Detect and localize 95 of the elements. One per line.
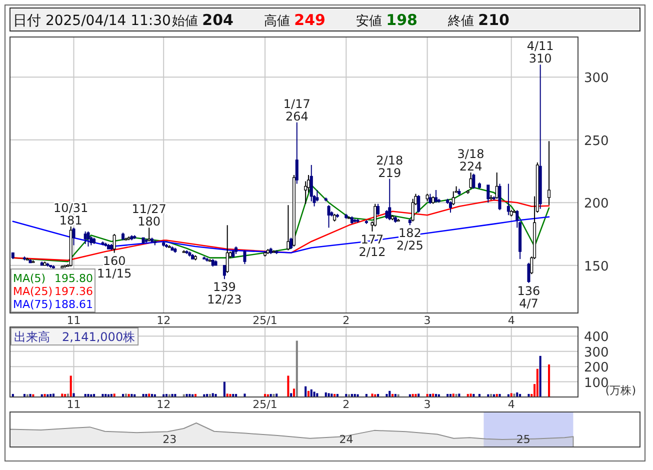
candlestick: [527, 262, 530, 284]
x-tick-label: 4: [508, 314, 515, 327]
bar: [310, 389, 312, 397]
annotation: 136 4/7: [517, 284, 540, 310]
text: 終値 210: [447, 11, 510, 29]
candlestick: [86, 230, 90, 248]
candlestick: [222, 264, 226, 280]
y-tick-label: 300: [584, 345, 609, 360]
bar: [536, 368, 538, 397]
text: MA(25): [13, 285, 53, 298]
bar: [313, 392, 316, 397]
bar: [548, 364, 550, 397]
annotation: 197.36: [54, 285, 93, 298]
x-tick-label: 3: [424, 398, 431, 411]
text: MA(75): [13, 298, 53, 311]
bar: [223, 382, 226, 397]
x-tick-label: 11: [66, 398, 81, 411]
x-tick-label: 25/1: [252, 314, 278, 327]
candlestick: [148, 227, 151, 242]
chart-title: 日付 2025/04/14 11:30: [13, 13, 171, 29]
candlestick: [411, 198, 414, 222]
bar: [356, 394, 359, 397]
x-tick-label: 2: [342, 398, 350, 411]
bar: [307, 390, 310, 397]
bar: [70, 376, 72, 397]
bar: [498, 394, 501, 397]
bar: [510, 393, 512, 397]
bar: [290, 393, 292, 397]
annotation: 4/11 310: [526, 39, 554, 66]
y-tick-label: 200: [584, 196, 609, 212]
candlestick: [226, 224, 229, 274]
x-tick-label: 25/1: [252, 398, 278, 411]
bar: [296, 340, 298, 397]
x-tick-label: 3: [424, 314, 431, 327]
bar: [292, 388, 296, 397]
annotation: 139 12/23: [207, 280, 242, 307]
candlestick: [417, 194, 420, 214]
y-tick-label: 300: [584, 71, 609, 86]
bar: [72, 393, 75, 397]
candlestick: [428, 193, 432, 204]
chart-title: 出来高 2,141,000株: [14, 330, 136, 344]
bar: [304, 386, 307, 397]
x-tick-label: 23: [162, 433, 177, 446]
x-tick-label: 25: [516, 433, 530, 446]
annotation: 188.61: [54, 298, 93, 311]
candlestick: [286, 204, 290, 251]
bar: [212, 393, 214, 397]
candlestick: [498, 183, 502, 211]
candlestick: [548, 140, 551, 206]
series-label: MA(5): [13, 272, 46, 285]
bar: [371, 394, 374, 397]
annotation: 2/18 219: [376, 153, 404, 180]
y-tick-label: 200: [584, 360, 609, 376]
candlestick: [84, 230, 87, 244]
candlestick: [243, 250, 246, 265]
bar: [513, 394, 516, 397]
y-tick-label: 150: [584, 259, 609, 274]
candlestick: [72, 227, 76, 246]
candlestick: [290, 237, 293, 250]
x-tick-label: 24: [339, 433, 354, 446]
annotation: 11/27 180: [132, 202, 166, 229]
candlestick: [452, 190, 455, 206]
candlestick: [327, 204, 330, 228]
x-tick-label: 2: [342, 314, 350, 327]
text: 始値 204: [172, 11, 234, 29]
candlestick: [388, 178, 392, 221]
candlestick: [506, 183, 510, 216]
bar: [388, 390, 391, 397]
text: 高値 249: [264, 11, 326, 29]
text: 安値 198: [356, 11, 418, 29]
bar: [229, 394, 232, 397]
annotation: 3/18 224: [457, 146, 484, 174]
annotation: 10/31 181: [54, 200, 88, 228]
bar: [214, 394, 217, 397]
annotation: 160 11/15: [97, 254, 132, 280]
y-tick-label: 400: [584, 330, 609, 346]
candlestick: [376, 203, 380, 216]
bar: [328, 393, 330, 397]
candlestick: [448, 200, 452, 214]
x-tick-label: 12: [156, 314, 171, 327]
candlestick: [434, 190, 438, 204]
candlestick: [486, 184, 490, 204]
bar: [287, 376, 290, 397]
x-tick-label: 11: [66, 314, 81, 327]
candlestick: [295, 122, 298, 184]
candlestick: [112, 233, 116, 254]
annotation: 195.80: [54, 272, 93, 285]
candlestick: [472, 173, 476, 190]
bar: [539, 356, 542, 397]
annotation: 1/17 264: [283, 96, 310, 124]
x-tick-label: 4: [508, 398, 515, 411]
bar: [316, 393, 318, 397]
bar: [87, 394, 90, 397]
y-tick-label: 250: [584, 134, 609, 149]
x-tick-label: 12: [156, 398, 171, 411]
